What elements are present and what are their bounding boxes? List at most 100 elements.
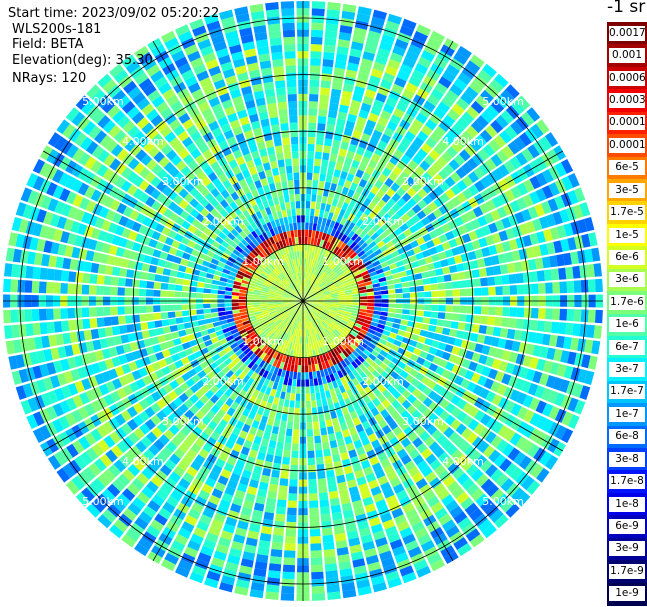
- ray-bin: [43, 240, 53, 254]
- ray-bin: [156, 451, 168, 464]
- ray-bin: [349, 343, 358, 350]
- ray-bin: [146, 431, 158, 443]
- ray-bin: [523, 179, 535, 193]
- ray-bin: [342, 134, 351, 144]
- ray-bin: [122, 153, 134, 166]
- ray-bin: [434, 125, 447, 138]
- ray-bin: [211, 284, 219, 290]
- ray-bin: [330, 292, 339, 296]
- ray-bin: [351, 377, 360, 386]
- ray-bin: [504, 189, 516, 202]
- ray-bin: [128, 361, 138, 372]
- ray-bin: [356, 317, 365, 323]
- ray-bin: [417, 304, 425, 310]
- ray-bin: [338, 208, 346, 217]
- ray-bin: [283, 316, 289, 323]
- ray-bin: [387, 532, 401, 543]
- ray-bin: [322, 534, 334, 543]
- ray-bin: [328, 160, 336, 169]
- ray-bin: [230, 267, 239, 274]
- ray-bin: [307, 280, 312, 288]
- ray-bin: [416, 24, 431, 37]
- ray-bin: [359, 289, 367, 294]
- ray-bin: [284, 246, 289, 254]
- ray-bin: [204, 255, 213, 263]
- ray-bin: [272, 462, 281, 471]
- ray-bin: [367, 252, 376, 260]
- ray-bin: [365, 472, 377, 483]
- ray-bin: [141, 356, 151, 366]
- ray-bin: [284, 435, 292, 444]
- ray-bin: [504, 339, 514, 351]
- ray-bin: [91, 362, 101, 374]
- ray-bin: [382, 519, 395, 530]
- ray-bin: [199, 431, 210, 442]
- ray-bin: [416, 414, 427, 425]
- ray-bin: [281, 180, 288, 189]
- ray-bin: [324, 301, 332, 304]
- ray-bin: [163, 208, 174, 219]
- ray-bin: [279, 361, 285, 370]
- ray-bin: [197, 319, 206, 326]
- ray-bin: [434, 82, 448, 95]
- ray-bin: [513, 329, 523, 341]
- ray-bin: [467, 251, 477, 261]
- ray-bin: [323, 293, 331, 296]
- ray-bin: [194, 154, 206, 165]
- ray-bin: [320, 166, 328, 175]
- ray-bin: [411, 521, 425, 533]
- ray-bin: [293, 290, 299, 296]
- ray-bin: [370, 185, 380, 195]
- ray-bin: [259, 261, 267, 269]
- ray-bin: [328, 285, 336, 290]
- ray-bin: [46, 227, 57, 240]
- ray-bin: [242, 408, 251, 417]
- ray-bin: [119, 325, 128, 335]
- ray-bin: [313, 334, 318, 342]
- ray-bin: [268, 440, 277, 449]
- ray-bin: [327, 227, 333, 235]
- ray-bin: [355, 320, 364, 326]
- ray-bin: [287, 285, 294, 292]
- ray-bin: [290, 312, 296, 320]
- ray-bin: [522, 194, 534, 208]
- ray-bin: [359, 292, 368, 297]
- ray-bin: [177, 527, 192, 540]
- ray-bin: [356, 579, 371, 589]
- ray-bin: [313, 342, 317, 350]
- ray-bin: [306, 343, 310, 351]
- ray-bin: [552, 211, 563, 225]
- ray-bin: [509, 307, 518, 317]
- ray-bin: [225, 195, 234, 205]
- ray-bin: [581, 233, 591, 248]
- ray-bin: [122, 120, 136, 134]
- ray-bin: [251, 322, 259, 329]
- ray-bin: [500, 89, 515, 104]
- ray-bin: [267, 301, 275, 304]
- ray-bin: [340, 234, 348, 242]
- ray-bin: [285, 288, 292, 293]
- ray-bin: [325, 218, 332, 227]
- ray-bin: [266, 246, 273, 254]
- ray-bin: [234, 395, 243, 405]
- ray-bin: [138, 367, 148, 378]
- ray-bin: [451, 103, 465, 116]
- ray-bin: [191, 218, 201, 228]
- ray-bin: [288, 493, 298, 501]
- ray-bin: [302, 301, 303, 309]
- ray-bin: [308, 305, 315, 310]
- ray-bin: [65, 191, 77, 205]
- ray-bin: [400, 437, 412, 448]
- ray-bin: [447, 462, 460, 475]
- ray-bin: [494, 219, 505, 231]
- ray-bin: [561, 411, 574, 426]
- ray-bin: [360, 489, 372, 500]
- ray-bin: [382, 203, 392, 213]
- ray-bin: [334, 467, 344, 477]
- ray-bin: [548, 182, 560, 197]
- ray-bin: [580, 309, 589, 323]
- ray-bin: [215, 265, 224, 272]
- ray-bin: [274, 303, 282, 307]
- ray-bin: [306, 265, 310, 273]
- ray-bin: [303, 293, 304, 301]
